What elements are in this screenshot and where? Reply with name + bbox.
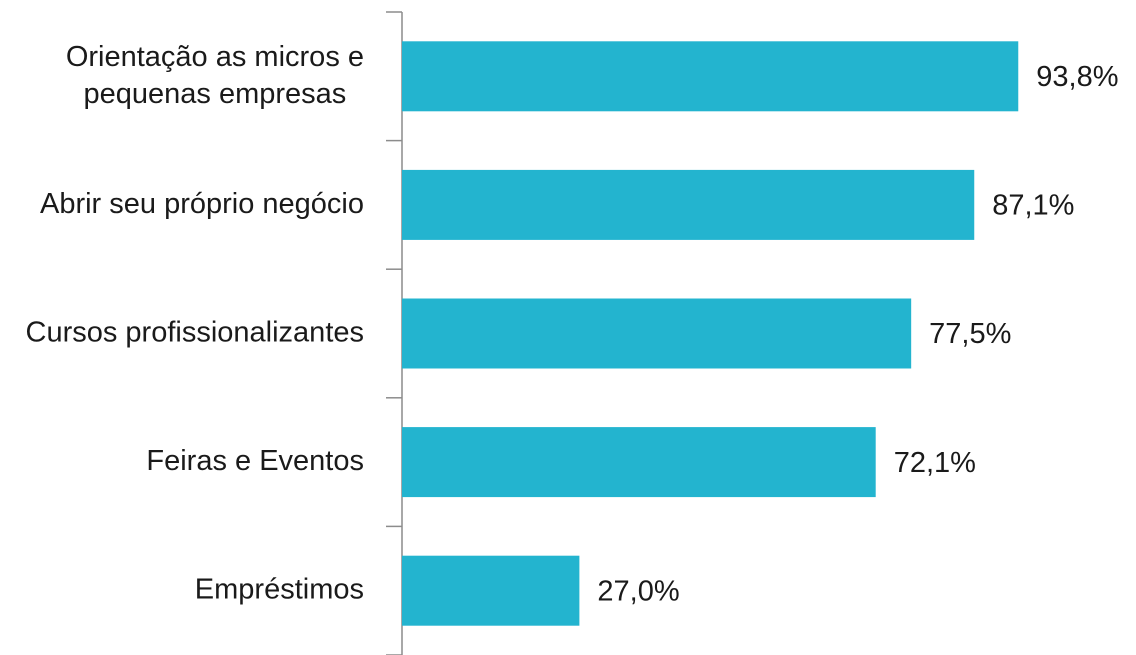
bar: [402, 41, 1019, 112]
bar: [402, 169, 975, 240]
value-label: 87,1%: [992, 190, 1074, 222]
value-label: 27,0%: [597, 575, 679, 607]
bar: [402, 555, 580, 626]
category-label: Orientação as micros e pequenas empresas: [66, 40, 364, 109]
category-label: Abrir seu próprio negócio: [40, 188, 364, 220]
bar: [402, 298, 912, 369]
value-label: 93,8%: [1036, 61, 1118, 93]
bar: [402, 427, 876, 498]
category-label: Cursos profissionalizantes: [26, 316, 364, 348]
category-label: Empréstimos: [195, 573, 364, 605]
value-label: 72,1%: [894, 447, 976, 479]
category-label: Feiras e Eventos: [146, 445, 364, 477]
value-label: 77,5%: [929, 318, 1011, 350]
